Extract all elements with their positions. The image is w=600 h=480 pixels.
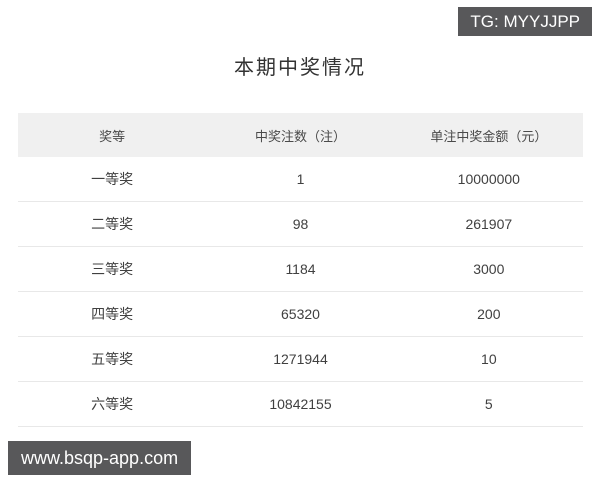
prize-level-cell: 四等奖 [91, 306, 134, 322]
tg-watermark-badge: TG: MYYJJPP [458, 7, 592, 36]
table-row: 二等奖 98 261907 [18, 202, 583, 247]
prize-table: 奖等 中奖注数（注） 单注中奖金额（元） 一等奖 1 10000000 二等奖 98 26… [18, 113, 583, 427]
table-body: 一等奖 1 10000000 二等奖 98 261907 三等奖 1184 3000 四等奖 653… [18, 157, 583, 427]
column-header-win-count: 中奖注数（注） [254, 128, 346, 144]
win-count-cell: 98 [292, 216, 309, 232]
table-row: 六等奖 10842155 5 [18, 382, 583, 427]
column-header-prize-level: 奖等 [99, 128, 126, 144]
win-count-cell: 1184 [285, 261, 316, 277]
table-row: 三等奖 1184 3000 [18, 247, 583, 292]
page-title: 本期中奖情况 [234, 57, 366, 79]
table-row: 四等奖 65320 200 [18, 292, 583, 337]
column-header-prize-amount: 单注中奖金额（元） [430, 128, 548, 144]
site-watermark-badge: www.bsqp-app.com [8, 441, 192, 475]
prize-amount-cell: 200 [477, 306, 501, 322]
prize-amount-cell: 3000 [473, 261, 505, 277]
prize-level-cell: 二等奖 [91, 216, 134, 232]
prize-level-cell: 五等奖 [91, 351, 134, 367]
win-count-cell: 10842155 [269, 396, 332, 412]
win-count-cell: 65320 [281, 306, 320, 322]
table-row: 一等奖 1 10000000 [18, 157, 583, 202]
prize-amount-cell: 261907 [465, 216, 513, 232]
prize-level-cell: 三等奖 [91, 261, 134, 277]
win-count-cell: 1271944 [273, 351, 328, 367]
prize-amount-cell: 10 [481, 351, 497, 367]
table-row: 五等奖 1271944 10 [18, 337, 583, 382]
win-count-cell: 1 [296, 171, 305, 187]
prize-amount-cell: 5 [484, 396, 493, 412]
prize-level-cell: 六等奖 [91, 396, 134, 412]
prize-amount-cell: 10000000 [457, 171, 520, 187]
prize-level-cell: 一等奖 [91, 171, 134, 187]
table-header-row: 奖等 中奖注数（注） 单注中奖金额（元） [18, 113, 583, 157]
